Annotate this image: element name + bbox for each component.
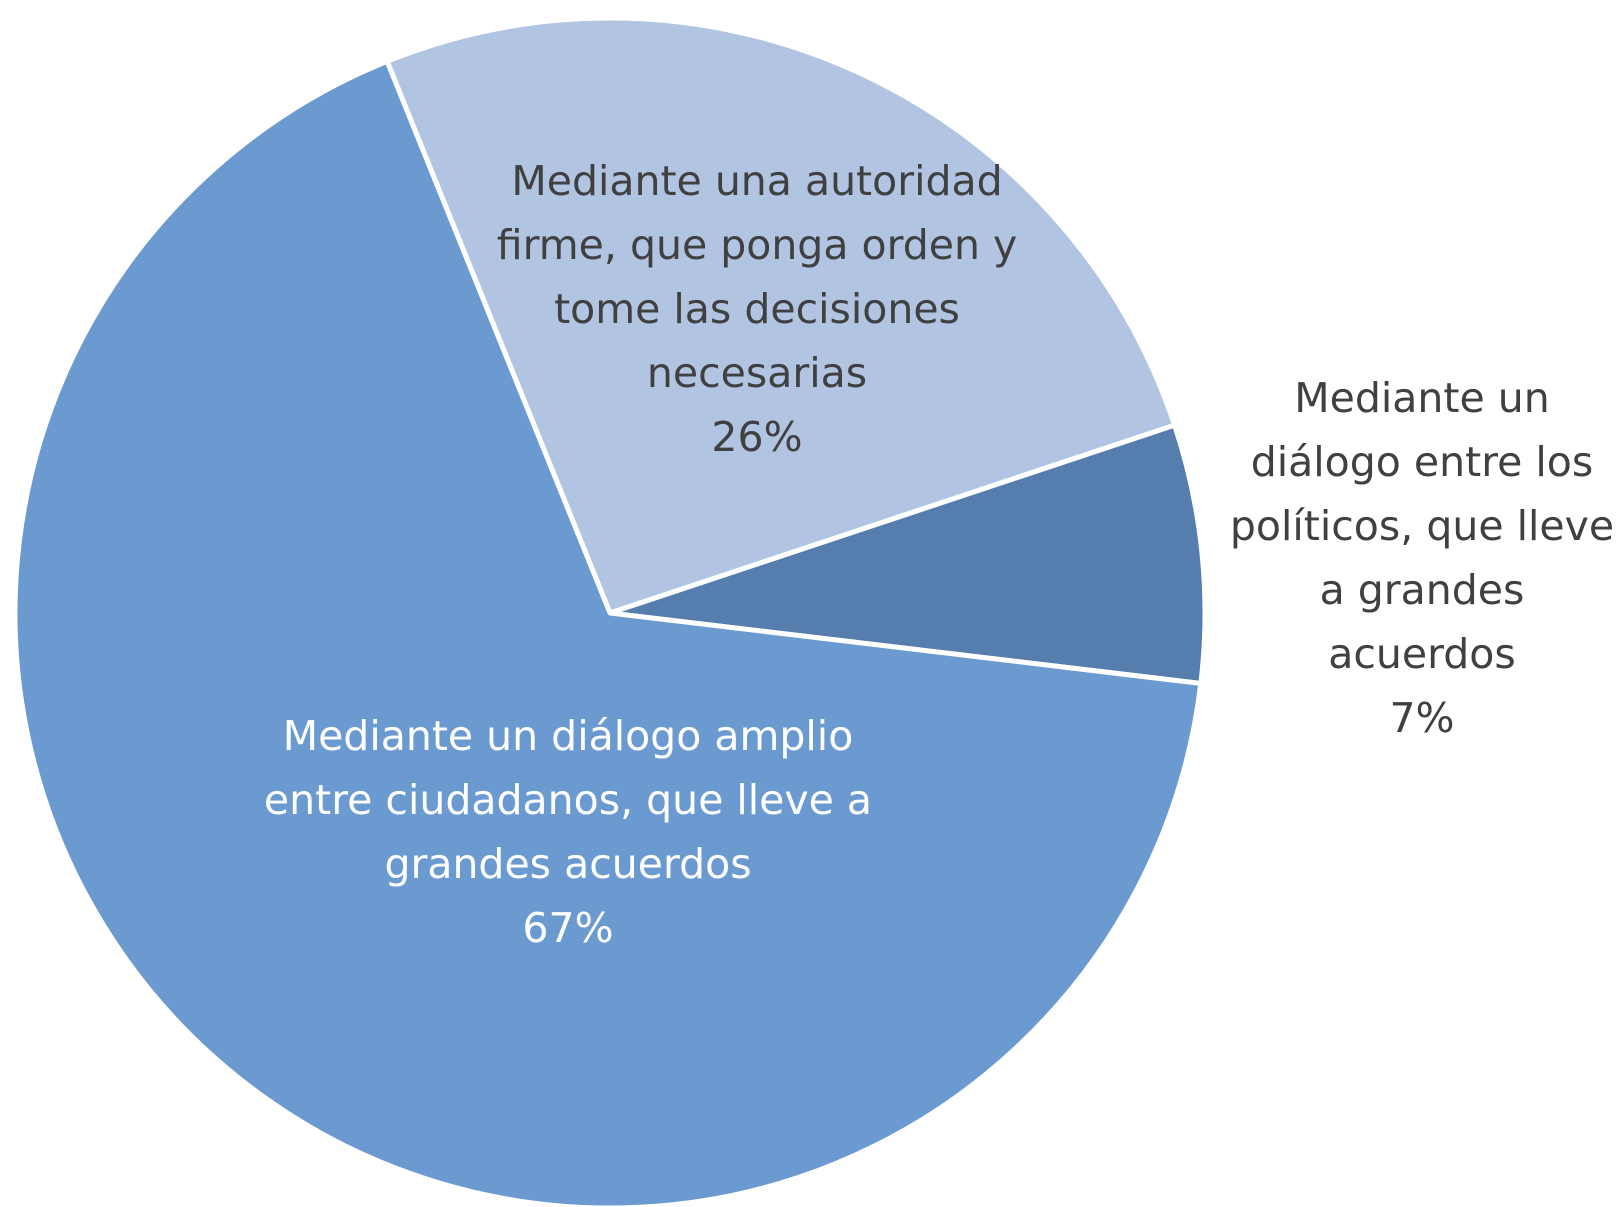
pie-slice-value-1: 26%	[711, 413, 802, 461]
pie-slice-label-1: Mediante una autoridad firme, que ponga o…	[497, 157, 1018, 461]
pie-data-labels: Mediante una autoridad firme, que ponga o…	[264, 157, 1614, 952]
pie-slice-label-line: entre ciudadanos, que lleve a	[264, 776, 872, 824]
pie-slice-label-line: firme, que ponga orden y	[497, 221, 1018, 269]
pie-slice-label-line: Mediante una autoridad	[511, 157, 1002, 205]
pie-slice-label-line: a grandes	[1320, 566, 1525, 614]
pie-slice-label-line: Mediante un diálogo amplio	[283, 712, 854, 760]
pie-slice-label-line: necesarias	[647, 349, 867, 397]
pie-slice-value-3: 67%	[522, 904, 613, 952]
pie-slice-label-line: Mediante un	[1294, 374, 1549, 422]
pie-slice-label-line: acuerdos	[1328, 630, 1515, 678]
pie-slice-label-line: diálogo entre los	[1251, 438, 1594, 486]
pie-slice-label-line: grandes acuerdos	[384, 840, 751, 888]
pie-slice-value-2: 7%	[1389, 694, 1454, 742]
pie-slice-1	[384, 15, 1178, 616]
pie-slice-3	[12, 58, 1204, 1207]
pie-slice-label-2: Mediante un diálogo entre los políticos, q…	[1230, 374, 1614, 742]
pie-slices	[12, 15, 1208, 1207]
pie-slice-label-line: políticos, que lleve	[1230, 502, 1614, 550]
pie-slice-2	[607, 422, 1208, 686]
pie-slice-label-3: Mediante un diálogo amplio entre ciudadan…	[264, 712, 872, 952]
pie-slice-label-line: tome las decisiones	[554, 285, 960, 333]
